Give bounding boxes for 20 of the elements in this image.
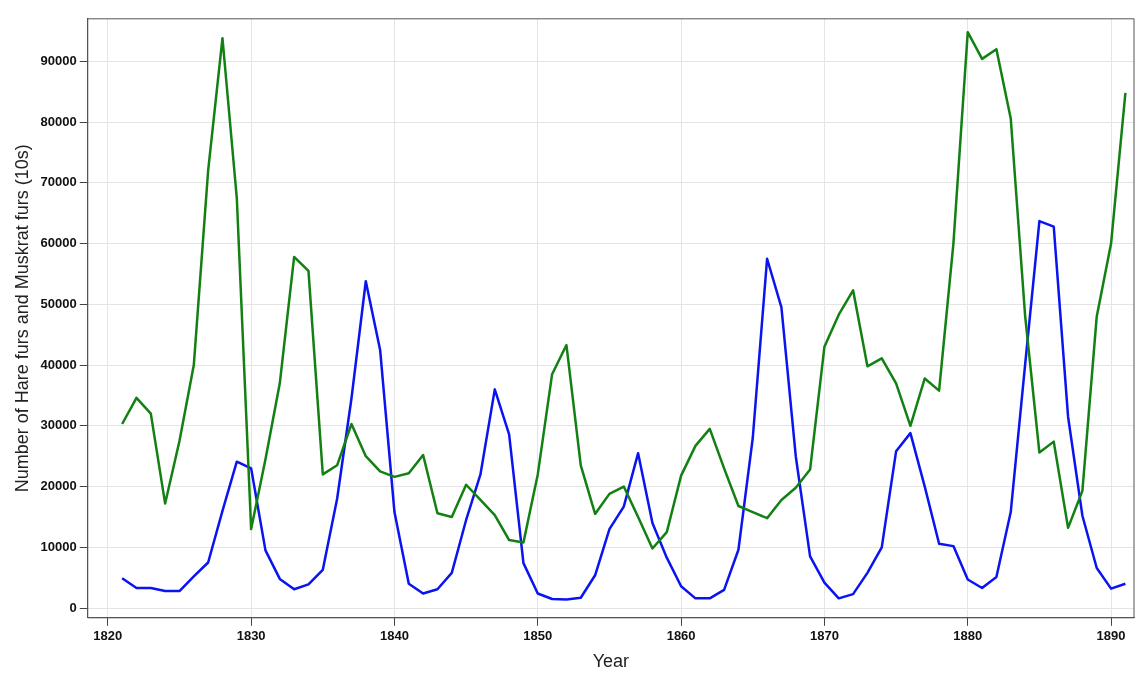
x-tick-label: 1860 — [666, 628, 696, 644]
x-tick-label: 1850 — [523, 628, 553, 644]
y-axis-title: Number of Hare furs and Muskrat furs (10s) — [11, 144, 32, 493]
x-tick-label: 1830 — [236, 628, 266, 644]
x-tick-label: 1870 — [809, 628, 839, 644]
y-tick-label: 50000 — [40, 295, 77, 311]
y-tick-label: 20000 — [40, 478, 77, 494]
y-tick-label: 60000 — [40, 235, 77, 251]
x-tick-label: 1880 — [953, 628, 983, 644]
y-tick-label: 0 — [69, 599, 77, 615]
x-tick-label: 1890 — [1096, 628, 1126, 644]
y-tick-label: 30000 — [40, 417, 77, 433]
y-tick-label: 80000 — [40, 113, 77, 129]
x-tick-label: 1820 — [93, 628, 123, 644]
y-tick-label: 40000 — [40, 356, 77, 372]
x-tick-label: 1840 — [380, 628, 409, 644]
y-tick-label: 70000 — [40, 174, 77, 190]
y-tick-label: 90000 — [40, 52, 77, 68]
x-axis-title: Year — [592, 651, 630, 672]
y-tick-label: 10000 — [40, 538, 77, 554]
